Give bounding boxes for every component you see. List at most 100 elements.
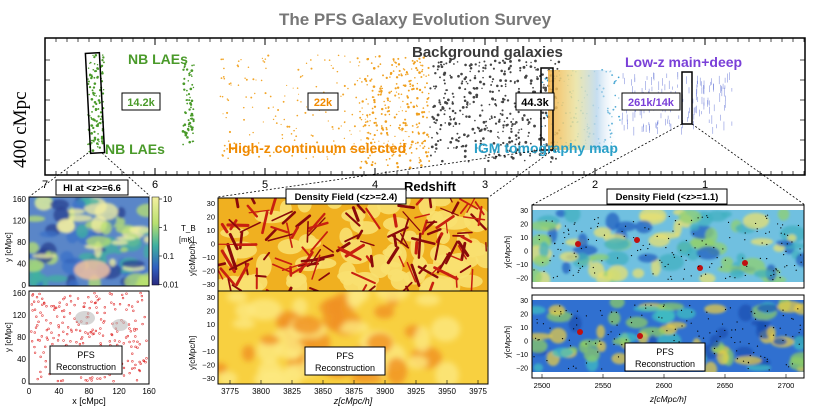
nb-lae-dot xyxy=(191,75,193,77)
highz-dot xyxy=(333,140,335,142)
right-title: Density Field (<z>=1.1) xyxy=(616,192,719,203)
hi-recon-dot xyxy=(131,352,134,355)
right-bottom-blob xyxy=(580,339,596,348)
highz-dot xyxy=(393,116,396,119)
hi-recon-dot xyxy=(130,305,134,308)
highz-dot xyxy=(385,107,387,109)
hi-recon-dot xyxy=(50,305,53,308)
nb-lae-dot xyxy=(91,111,93,113)
background-dot xyxy=(474,119,476,122)
mid-ytick-label: 30 xyxy=(207,293,215,302)
highz-dot xyxy=(402,139,405,142)
background-dot xyxy=(465,106,468,109)
right-top-blob xyxy=(678,210,702,224)
right-galaxy-dot xyxy=(770,274,772,277)
hi-recon-dot xyxy=(66,332,69,336)
mid-xtick-label: 3825 xyxy=(283,387,301,396)
highz-dot xyxy=(290,133,293,135)
igm-dot xyxy=(545,114,548,117)
right-top-blob xyxy=(753,269,774,278)
highz-dot xyxy=(418,122,421,125)
highz-dot xyxy=(249,149,252,152)
right-galaxy-dot xyxy=(536,322,538,324)
mid-filament xyxy=(434,236,441,261)
highz-dot xyxy=(272,151,275,154)
background-dot xyxy=(513,81,516,84)
highz-dot xyxy=(422,140,425,143)
background-dot xyxy=(517,59,521,62)
mid-filament xyxy=(402,211,421,232)
nb-lae-dot xyxy=(87,67,90,69)
right-galaxy-dot xyxy=(690,275,692,277)
hi-recon-dot xyxy=(35,295,39,299)
hi-blob xyxy=(45,251,52,256)
hi-recon-dot xyxy=(45,336,49,339)
right-galaxy-dot xyxy=(691,311,693,313)
right-bottom-blob xyxy=(633,305,661,312)
right-top-blob xyxy=(780,225,804,243)
nb-lae-dot xyxy=(88,74,92,77)
right-top-blob xyxy=(604,237,630,251)
background-dot xyxy=(469,70,471,73)
mid-filament xyxy=(248,209,270,214)
right-bottom-blob xyxy=(596,324,606,339)
right-xtick-label: 2600 xyxy=(656,381,673,390)
background-dot xyxy=(449,59,452,62)
mid-filament xyxy=(414,241,419,255)
right-galaxy-dot xyxy=(617,356,620,358)
hi-recon-dot xyxy=(41,303,44,306)
right-galaxy-dot xyxy=(799,248,801,250)
hi-recon-dot xyxy=(62,315,66,319)
nb-lae-dot xyxy=(90,75,94,78)
nb-lae-dot xyxy=(100,135,104,139)
background-dot xyxy=(545,152,548,155)
hi-blob xyxy=(29,259,45,272)
background-dot xyxy=(509,112,512,115)
nb-lae-dot xyxy=(187,80,190,82)
background-dot xyxy=(447,147,449,149)
right-galaxy-dot xyxy=(766,310,768,312)
hi-recon-dot xyxy=(46,338,49,341)
background-dot xyxy=(431,136,433,139)
strip-tick-label: 1 xyxy=(702,179,708,191)
right-galaxy-dot xyxy=(572,274,574,276)
nb-lae-dot xyxy=(89,115,91,117)
highz-dot xyxy=(355,96,358,99)
background-dot xyxy=(516,148,519,152)
highz-dot xyxy=(312,156,315,158)
right-galaxy-dot xyxy=(791,317,793,320)
background-dot xyxy=(485,124,487,127)
background-dot xyxy=(496,136,499,138)
hi-recon-dot xyxy=(118,303,122,306)
background-dot xyxy=(458,122,461,125)
right-galaxy-dot xyxy=(729,307,732,309)
highz-dot xyxy=(419,145,421,147)
highz-dot xyxy=(415,123,418,126)
highz-dot xyxy=(286,125,289,128)
highz-dot xyxy=(370,78,373,80)
highz-dot xyxy=(312,114,314,116)
background-dot xyxy=(498,144,500,147)
background-dot xyxy=(554,157,557,160)
mid-filament xyxy=(474,201,485,216)
highz-dot xyxy=(295,135,298,138)
background-dot xyxy=(464,76,468,79)
right-galaxy-dot xyxy=(578,269,580,272)
highz-dot xyxy=(410,146,412,148)
background-dot xyxy=(494,122,498,125)
highz-dot xyxy=(422,107,425,109)
strip-tick-label: 3 xyxy=(482,179,488,191)
highz-dot xyxy=(366,120,369,123)
mid-filament xyxy=(310,231,329,253)
right-ytick-label: −10 xyxy=(516,352,528,359)
background-dot xyxy=(500,101,503,103)
background-dot xyxy=(533,149,536,152)
highz-dot xyxy=(405,153,407,155)
nb-lae-dot xyxy=(101,54,104,56)
highz-dot xyxy=(362,113,364,116)
highz-dot xyxy=(394,61,397,64)
highz-dot xyxy=(240,59,242,61)
right-xtick-label: 2550 xyxy=(595,381,612,390)
background-dot xyxy=(448,107,451,110)
highz-dot xyxy=(382,74,384,77)
